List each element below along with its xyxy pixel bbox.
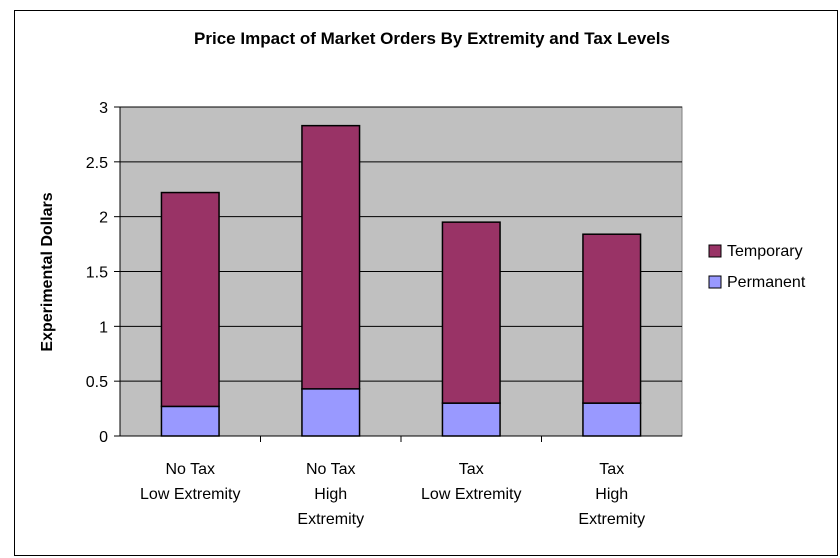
y-tick-label: 0.5 (86, 374, 108, 391)
x-category-label: Extremity (578, 511, 645, 528)
legend-swatch-permanent (708, 275, 722, 289)
bar-temporary-3 (441, 221, 501, 404)
bar-permanent-2 (301, 388, 361, 437)
legend-label-permanent: Permanent (727, 274, 806, 291)
y-axis-label: Experimental Dollars (39, 192, 56, 351)
x-category-label: Extremity (297, 511, 364, 528)
x-category-label: High (595, 486, 628, 503)
y-tick-label: 1 (99, 319, 108, 336)
bar-temporary-2 (301, 124, 361, 390)
chart-title: Price Impact of Market Orders By Extremi… (194, 29, 670, 48)
bar-temporary-1 (160, 191, 220, 408)
y-tick-label: 1.5 (86, 265, 108, 282)
x-category-label: Low Extremity (421, 486, 521, 503)
legend: Temporary Permanent (708, 243, 806, 291)
y-tick-label: 0 (99, 429, 108, 446)
bar-permanent-3 (441, 402, 501, 437)
x-category-label: Low Extremity (140, 486, 240, 503)
legend-swatch-temporary (708, 244, 722, 258)
x-category-label: Tax (459, 461, 484, 478)
y-tick-label: 3 (99, 100, 108, 117)
bar-temporary-4 (582, 233, 642, 404)
bar-permanent-4 (582, 402, 642, 437)
x-category-label: Tax (599, 461, 624, 478)
x-category-label: No Tax (306, 461, 356, 478)
y-tick-label: 2 (99, 210, 108, 227)
plot-area: 0 0.5 1 1.5 2 2.5 3 No Tax Low Extremity No Tax Hi… (86, 100, 683, 528)
bar-permanent-1 (160, 405, 220, 437)
y-tick-label: 2.5 (86, 155, 108, 172)
x-category-label: High (314, 486, 347, 503)
legend-label-temporary: Temporary (727, 243, 803, 260)
x-category-label: No Tax (165, 461, 215, 478)
